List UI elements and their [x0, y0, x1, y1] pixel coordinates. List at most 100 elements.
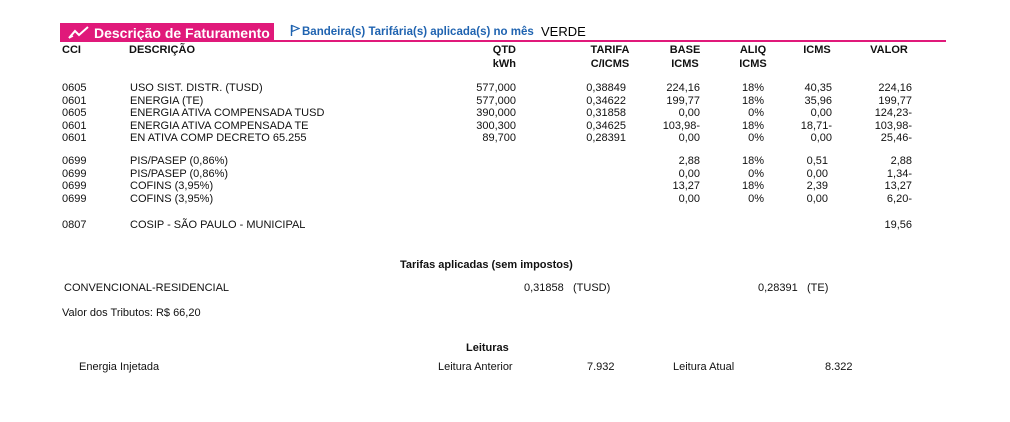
table-cell-base: 199,77 [666, 94, 700, 107]
table-cell-valor: 124,23- [874, 107, 912, 120]
table-cell-valor: 199,77 [878, 94, 912, 107]
tarifa-tusd-label: (TUSD) [573, 282, 611, 294]
table-cell-valor: 1,34- [886, 167, 912, 180]
table-cell-cci: 0699 [62, 192, 87, 205]
table-cell-icms: 2,39 [806, 180, 828, 193]
chart-trend-icon [68, 26, 89, 39]
table-cell-aliq: 0% [748, 132, 764, 145]
table-cell-tarifa: 0,31858 [586, 107, 626, 120]
table-cell-base: 13,27 [672, 180, 700, 193]
table-cell-base: 103,98- [662, 119, 700, 132]
col-header-icms: ICMS [803, 44, 831, 56]
table-cell-qtd: 390,000 [476, 107, 516, 120]
tarifas-classe: CONVENCIONAL-RESIDENCIAL [64, 282, 230, 294]
table-cell-icms: 0,51 [806, 155, 828, 167]
group2-descricao-column: PIS/PASEP (0,86%) PIS/PASEP (0,86%) COFI… [130, 155, 430, 205]
table-cell-icms: 0,00 [810, 132, 832, 145]
table-cell-icms: 0,00 [806, 167, 828, 180]
table-cell-cci: 0601 [62, 94, 87, 107]
section-title-box: Descrição de Faturamento [60, 23, 274, 42]
table-cell-qtd: 577,000 [476, 94, 516, 107]
table-cell-cci: 0601 [62, 132, 87, 145]
col-header-base-unit: ICMS [671, 58, 699, 70]
table-cell-base: 0,00 [678, 167, 700, 180]
group1-qtd-column: 577,000 577,000 390,000 300,300 89,700 [446, 82, 516, 145]
col-header-tarifa: TARIFA [590, 44, 630, 56]
table-cell-base: 0,00 [678, 192, 700, 205]
table-cell-tarifa: 0,34622 [586, 94, 626, 107]
table-cell-icms: 0,00 [806, 192, 828, 205]
group2-base-column: 2,88 0,00 13,27 0,00 [640, 155, 700, 205]
table-cell-valor: 224,16 [878, 82, 912, 94]
table-cell-aliq: 18% [741, 82, 764, 94]
table-cell-aliq: 18% [741, 155, 764, 167]
table-cell-aliq: 18% [741, 180, 764, 193]
group1-aliq-column: 18% 18% 0% 18% 0% [720, 82, 764, 145]
group2-cci-column: 0699 0699 0699 0699 [62, 155, 112, 205]
bandeira-value: VERDE [541, 24, 586, 39]
col-header-tarifa-unit: C/ICMS [590, 58, 630, 70]
table-cell-qtd: 89,700 [482, 132, 516, 145]
table-cell-base: 0,00 [678, 132, 700, 145]
col-header-base: BASE [669, 44, 701, 56]
table-cell-descricao: ENERGIA ATIVA COMPENSADA TUSD [130, 107, 325, 120]
group2-aliq-column: 18% 0% 18% 0% [720, 155, 764, 205]
col-header-aliq: ALIQ [739, 44, 767, 56]
table-cell-icms: 35,96 [804, 94, 832, 107]
leitura-tipo-label: Energia Injetada [79, 361, 160, 373]
table-cell-tarifa: 0,34625 [586, 119, 626, 132]
table-cell-qtd: 300,300 [476, 119, 516, 132]
leituras-heading: Leituras [466, 342, 509, 354]
table-cell-cci: 0605 [62, 82, 87, 94]
table-cell-cci: 0605 [62, 107, 87, 120]
leitura-anterior-label: Leitura Anterior [438, 361, 513, 373]
tarifa-te-label: (TE) [807, 282, 829, 294]
flag-icon [290, 24, 300, 36]
table-cell-icms: 0,00 [810, 107, 832, 120]
table-cell-descricao: COFINS (3,95%) [130, 180, 214, 193]
table-cell-cci: 0699 [62, 180, 87, 193]
table-cell-descricao: ENERGIA ATIVA COMPENSADA TE [130, 119, 309, 132]
cosip-descricao: COSIP - SÃO PAULO - MUNICIPAL [130, 219, 306, 231]
table-cell-aliq: 0% [748, 167, 764, 180]
table-cell-valor: 25,46- [880, 132, 912, 145]
col-header-cci: CCI [62, 44, 81, 56]
cosip-cci: 0807 [62, 219, 87, 231]
col-header-valor: VALOR [870, 44, 908, 56]
table-cell-descricao: EN ATIVA COMP DECRETO 65.255 [130, 132, 307, 145]
col-header-qtd-unit: kWh [492, 58, 516, 70]
group1-base-column: 224,16 199,77 0,00 103,98- 0,00 [640, 82, 700, 145]
header-rule [60, 40, 946, 42]
table-cell-icms: 18,71- [800, 119, 832, 132]
tarifa-te-value: 0,28391 [758, 282, 798, 294]
cosip-valor: 19,56 [884, 219, 912, 231]
table-cell-qtd: 577,000 [476, 82, 516, 94]
table-cell-descricao: USO SIST. DISTR. (TUSD) [130, 82, 263, 94]
leitura-atual-value: 8.322 [825, 361, 853, 373]
table-cell-descricao: COFINS (3,95%) [130, 192, 214, 205]
group1-descricao-column: USO SIST. DISTR. (TUSD) ENERGIA (TE) ENE… [130, 82, 430, 145]
leitura-anterior-value: 7.932 [587, 361, 615, 373]
table-cell-valor: 103,98- [874, 119, 912, 132]
table-cell-aliq: 0% [748, 107, 764, 120]
table-cell-cci: 0699 [62, 167, 87, 180]
col-header-qtd: QTD [492, 44, 516, 56]
table-cell-tarifa: 0,38849 [586, 82, 626, 94]
group2-valor-column: 2,88 1,34- 13,27 6,20- [846, 155, 912, 205]
table-cell-cci: 0699 [62, 155, 87, 167]
table-cell-aliq: 18% [741, 119, 764, 132]
table-cell-cci: 0601 [62, 119, 87, 132]
group1-cci-column: 0605 0601 0605 0601 0601 [62, 82, 112, 145]
tarifa-tusd-value: 0,31858 [524, 282, 564, 294]
table-cell-base: 2,88 [678, 155, 700, 167]
table-cell-valor: 2,88 [890, 155, 912, 167]
table-cell-valor: 6,20- [886, 192, 912, 205]
table-cell-descricao: ENERGIA (TE) [130, 94, 204, 107]
group1-icms-column: 40,35 35,96 0,00 18,71- 0,00 [774, 82, 832, 145]
section-title: Descrição de Faturamento [94, 25, 270, 41]
table-cell-descricao: PIS/PASEP (0,86%) [130, 167, 229, 180]
table-cell-valor: 13,27 [884, 180, 912, 193]
tarifas-heading: Tarifas aplicadas (sem impostos) [400, 259, 573, 271]
table-cell-descricao: PIS/PASEP (0,86%) [130, 155, 229, 167]
leitura-atual-label: Leitura Atual [673, 361, 735, 373]
